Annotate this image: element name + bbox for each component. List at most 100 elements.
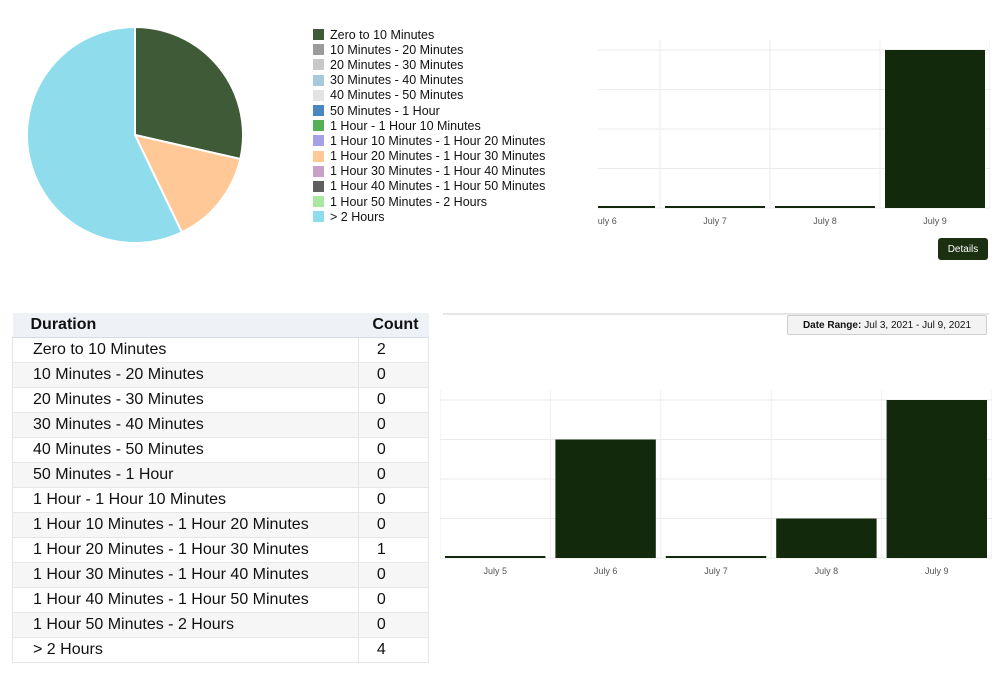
table-row: 1 Hour - 1 Hour 10 Minutes 0: [12, 487, 430, 513]
duration-header: Duration: [12, 313, 359, 338]
x-tick-label: July 6: [594, 566, 618, 576]
pie-slice: [133, 133, 242, 234]
duration-cell: 20 Minutes - 30 Minutes: [12, 387, 359, 413]
legend-swatch: [313, 89, 324, 101]
legend-label: 1 Hour 30 Minutes - 1 Hour 40 Minutes: [330, 164, 546, 179]
date-range-value: Jul 3, 2021 - Jul 9, 2021: [864, 319, 972, 331]
details-button[interactable]: Details: [938, 238, 988, 260]
x-tick-label: July 5: [483, 566, 507, 576]
bar: [665, 556, 767, 558]
table-row: 50 Minutes - 1 Hour 0: [12, 462, 430, 488]
count-cell: 0: [357, 487, 430, 513]
x-tick-label: July 8: [815, 566, 839, 576]
legend-item: 30 Minutes - 40 Minutes: [313, 73, 545, 88]
pie-legend: Zero to 10 Minutes 10 Minutes - 20 Minute…: [313, 27, 545, 224]
bar: [886, 400, 987, 558]
count-cell: 0: [357, 387, 430, 413]
legend-label: 1 Hour 20 Minutes - 1 Hour 30 Minutes: [330, 149, 546, 164]
chart-panel-border: [443, 313, 989, 315]
legend-label: 20 Minutes - 30 Minutes: [330, 57, 464, 72]
duration-cell: Zero to 10 Minutes: [12, 337, 359, 363]
legend-swatch: [313, 211, 324, 223]
x-tick-label: July 9: [923, 216, 947, 226]
duration-pie-chart: [26, 25, 244, 244]
legend-swatch: [313, 105, 324, 117]
bar: [555, 439, 656, 558]
duration-cell: 1 Hour 40 Minutes - 1 Hour 50 Minutes: [12, 587, 359, 613]
count-cell: 2: [357, 337, 430, 363]
bar: [885, 50, 985, 208]
duration-cell: 10 Minutes - 20 Minutes: [12, 362, 359, 388]
x-tick-label: July 9: [925, 566, 949, 576]
duration-cell: > 2 Hours: [12, 637, 359, 663]
legend-label: 1 Hour 40 Minutes - 1 Hour 50 Minutes: [330, 179, 546, 194]
legend-swatch: [313, 29, 324, 41]
legend-swatch: [313, 165, 324, 177]
duration-cell: 1 Hour 50 Minutes - 2 Hours: [12, 612, 359, 638]
legend-item: 1 Hour 50 Minutes - 2 Hours: [313, 194, 545, 209]
bar: [776, 518, 877, 558]
duration-cell: 1 Hour 10 Minutes - 1 Hour 20 Minutes: [12, 512, 359, 538]
table-row: 40 Minutes - 50 Minutes 0: [12, 437, 430, 463]
daily-bar-chart-top: July 6 July 7 July 8 July 9: [598, 40, 990, 226]
legend-label: 1 Hour 50 Minutes - 2 Hours: [330, 194, 488, 209]
legend-label: 40 Minutes - 50 Minutes: [330, 88, 464, 103]
legend-label: > 2 Hours: [330, 209, 385, 224]
legend-item: 1 Hour 20 Minutes - 1 Hour 30 Minutes: [313, 149, 545, 164]
legend-swatch: [313, 59, 324, 71]
count-cell: 0: [357, 437, 430, 463]
legend-label: 10 Minutes - 20 Minutes: [330, 42, 464, 57]
legend-label: 1 Hour - 1 Hour 10 Minutes: [330, 118, 481, 133]
bar: [445, 556, 546, 558]
legend-item: 1 Hour 40 Minutes - 1 Hour 50 Minutes: [313, 179, 545, 194]
count-cell: 0: [357, 562, 430, 588]
legend-swatch: [313, 196, 324, 208]
table-row: 1 Hour 40 Minutes - 1 Hour 50 Minutes 0: [12, 587, 430, 613]
duration-table: Duration Count Zero to 10 Minutes 2 10 Min…: [12, 313, 430, 663]
legend-swatch: [313, 150, 324, 162]
legend-item: 50 Minutes - 1 Hour: [313, 103, 545, 118]
table-row: 20 Minutes - 30 Minutes 0: [12, 387, 430, 413]
legend-item: 1 Hour 10 Minutes - 1 Hour 20 Minutes: [313, 133, 545, 148]
count-cell: 0: [357, 362, 430, 388]
pie-slice: [134, 25, 244, 161]
legend-item: Zero to 10 Minutes: [313, 27, 545, 42]
count-cell: 0: [357, 462, 430, 488]
count-cell: 4: [357, 637, 430, 663]
legend-swatch: [313, 44, 324, 56]
daily-bar-chart-bottom: July 5 July 6 July 7 July 8 July 9: [440, 390, 992, 576]
bar: [665, 206, 765, 208]
legend-item: > 2 Hours: [313, 209, 545, 224]
date-range-label: Date Range:: [802, 319, 862, 331]
legend-swatch: [313, 135, 324, 147]
table-row: 30 Minutes - 40 Minutes 0: [12, 412, 430, 438]
table-row: 1 Hour 20 Minutes - 1 Hour 30 Minutes 1: [12, 537, 430, 563]
duration-cell: 30 Minutes - 40 Minutes: [12, 412, 359, 438]
count-cell: 0: [357, 612, 430, 638]
x-tick-label: July 6: [598, 216, 617, 226]
count-header: Count: [358, 313, 429, 338]
legend-item: 1 Hour - 1 Hour 10 Minutes: [313, 118, 545, 133]
legend-item: 10 Minutes - 20 Minutes: [313, 42, 545, 57]
date-range-badge: Date Range: Jul 3, 2021 - Jul 9, 2021: [787, 315, 987, 335]
duration-cell: 50 Minutes - 1 Hour: [12, 462, 359, 488]
table-row: 1 Hour 50 Minutes - 2 Hours 0: [12, 612, 430, 638]
table-row: > 2 Hours 4: [12, 637, 430, 663]
pie-slice: [26, 25, 184, 244]
bar: [775, 206, 875, 208]
legend-label: 1 Hour 10 Minutes - 1 Hour 20 Minutes: [330, 133, 546, 148]
legend-item: 1 Hour 30 Minutes - 1 Hour 40 Minutes: [313, 164, 545, 179]
legend-item: 20 Minutes - 30 Minutes: [313, 57, 545, 72]
duration-cell: 1 Hour - 1 Hour 10 Minutes: [12, 487, 359, 513]
legend-label: Zero to 10 Minutes: [330, 27, 435, 42]
x-tick-label: July 7: [704, 566, 728, 576]
legend-swatch: [313, 180, 324, 192]
table-row: 1 Hour 30 Minutes - 1 Hour 40 Minutes 0: [12, 562, 430, 588]
count-cell: 0: [357, 512, 430, 538]
x-tick-label: July 8: [813, 216, 837, 226]
table-header-row: Duration Count: [12, 313, 429, 338]
count-cell: 0: [357, 412, 430, 438]
legend-item: 40 Minutes - 50 Minutes: [313, 88, 545, 103]
count-cell: 0: [357, 587, 430, 613]
table-row: 10 Minutes - 20 Minutes 0: [12, 362, 430, 388]
